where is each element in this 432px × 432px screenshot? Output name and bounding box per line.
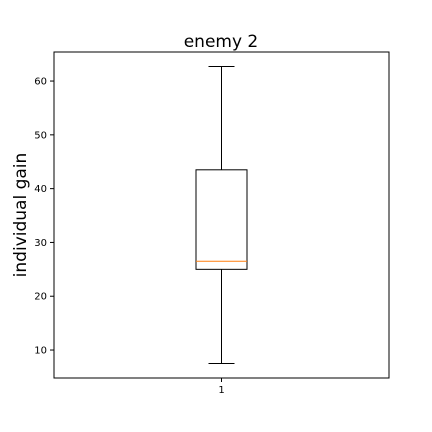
plot-area: 10 20 30 40 50 60 1 <box>34 66 248 396</box>
y-tick-label: 60 <box>34 77 47 88</box>
x-tick-label: 1 <box>218 385 224 396</box>
y-tick-label: 20 <box>34 292 47 303</box>
y-axis-label: individual gain <box>11 153 31 278</box>
y-tick-label: 10 <box>34 346 47 357</box>
y-tick-label: 40 <box>34 184 47 195</box>
box-iqr <box>195 169 248 270</box>
chart-title: enemy 2 <box>184 32 259 52</box>
axes-frame <box>53 51 390 379</box>
y-tick-label: 30 <box>34 238 47 249</box>
y-tick-label: 50 <box>34 130 47 141</box>
